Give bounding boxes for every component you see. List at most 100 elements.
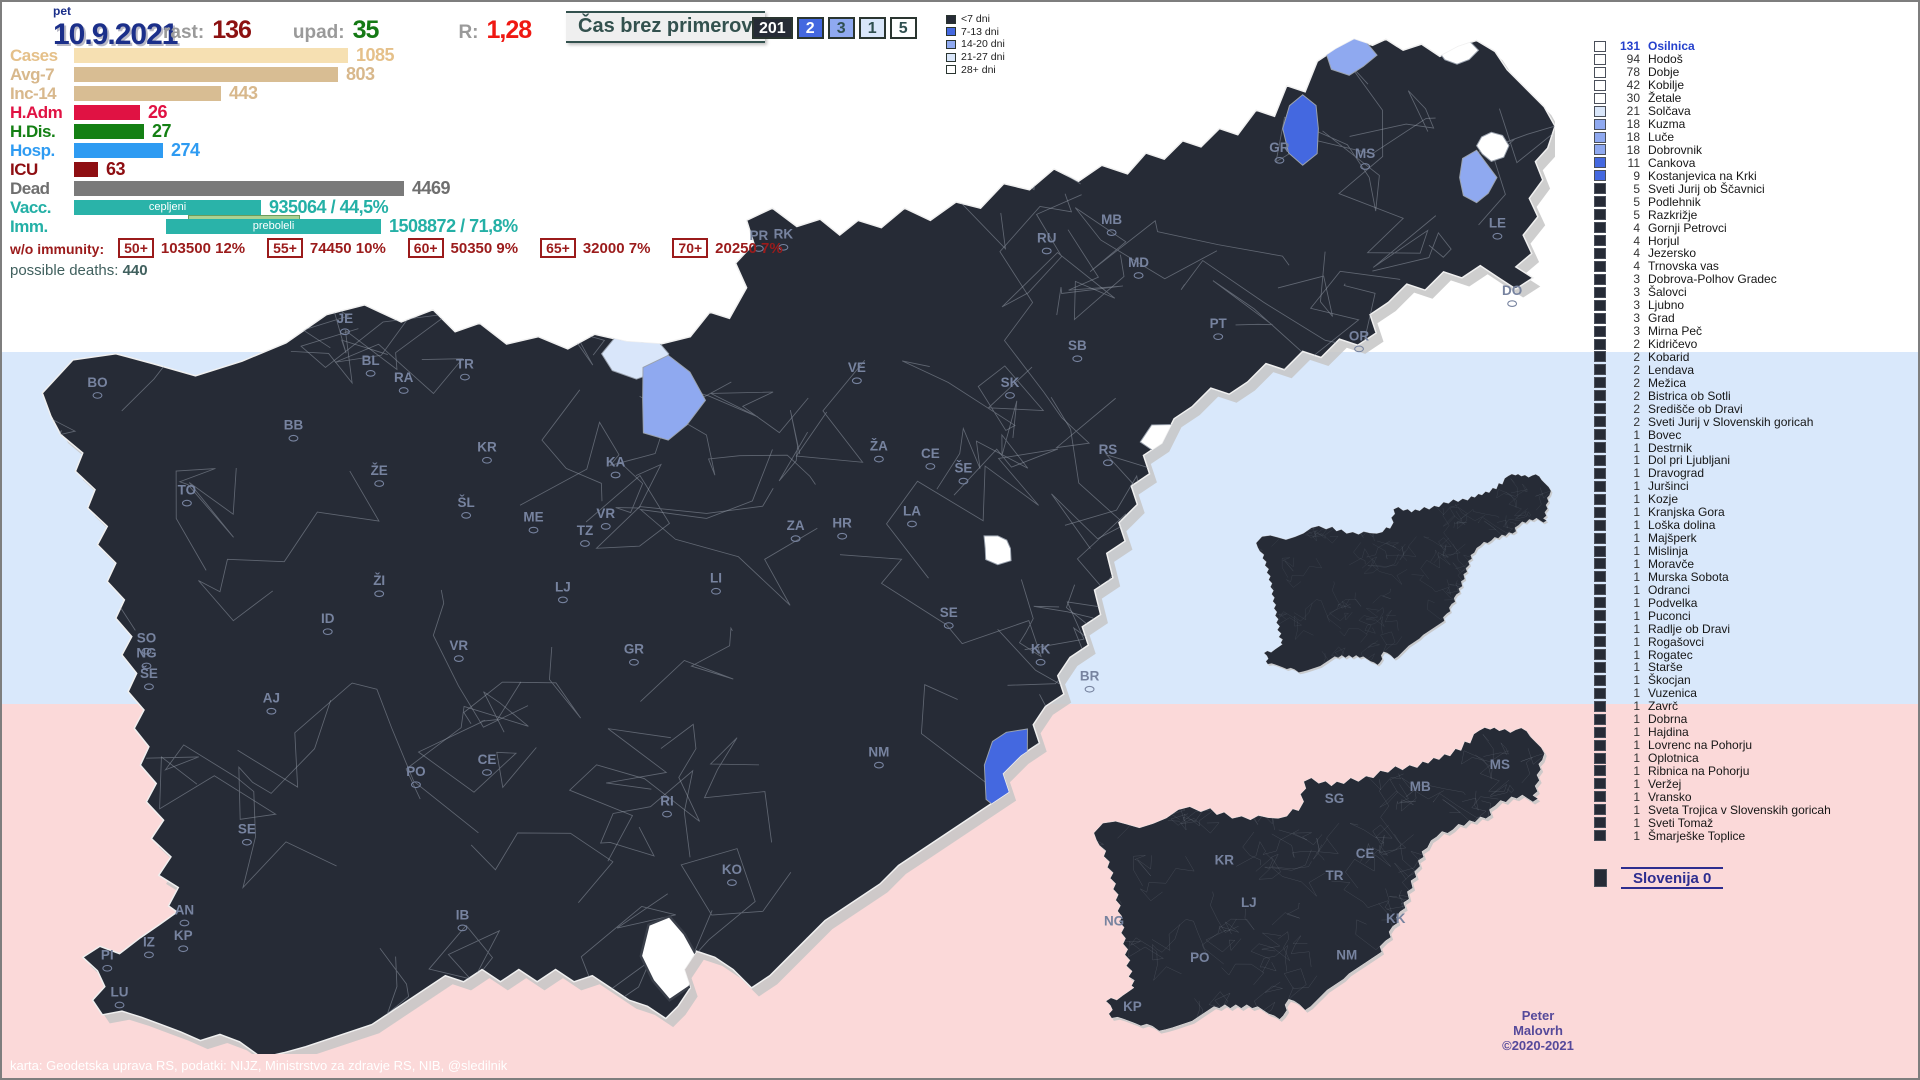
town-marker — [398, 387, 409, 394]
counter-box: 5 — [889, 17, 917, 39]
municipality-swatch — [1594, 739, 1606, 751]
municipality-name: Destrnik — [1648, 440, 1693, 455]
counter-box: 201 — [752, 17, 793, 39]
map-code-label: SE — [940, 605, 958, 620]
municipality-days-count: 1 — [1633, 802, 1640, 817]
map-code-label: KP — [174, 928, 193, 943]
map-code-label: LA — [903, 503, 921, 518]
map-code-label: MB — [1410, 779, 1431, 794]
town-marker — [179, 919, 190, 927]
municipality-row: 1 Rogatec — [1594, 647, 1831, 662]
legend-label: <7 dni — [961, 13, 990, 26]
map-code-label: PT — [1210, 316, 1228, 331]
municipality-name: Dobrova-Polhov Gradec — [1648, 272, 1777, 287]
municipality-days-count: 4 — [1633, 220, 1640, 235]
municipality-row: 21 Solčava — [1594, 104, 1831, 118]
municipality-name: Sveti Tomaž — [1648, 815, 1714, 830]
stat-bar — [74, 181, 404, 196]
town-marker — [1041, 247, 1052, 255]
map-code-label: ŠE — [140, 666, 158, 681]
stat-value: 935064 / 44,5% — [269, 197, 389, 217]
municipality-swatch — [1594, 454, 1606, 466]
stat-value: 63 — [106, 159, 126, 179]
municipality-days-count: 2 — [1633, 401, 1640, 416]
municipality-days-count: 1 — [1633, 776, 1640, 791]
map-code-label: ŽE — [371, 463, 388, 478]
town-marker — [141, 662, 152, 670]
map-code-label: IB — [456, 907, 470, 922]
credit-copyright: ©2020-2021 — [1502, 1038, 1574, 1053]
municipality-days-count: 2 — [1633, 388, 1640, 403]
town-marker — [178, 945, 189, 953]
municipality-row: 1 Škocjan — [1594, 673, 1831, 687]
municipality-name: Bistrica ob Sotli — [1648, 388, 1731, 403]
map-code-label: RK — [774, 227, 794, 242]
map-code-label: ME — [523, 510, 543, 525]
municipality-name: Kobilje — [1648, 78, 1685, 93]
legend-label: 7-13 dni — [961, 25, 999, 38]
upad-value: 35 — [352, 16, 380, 44]
page-title: Čas brez primerov — [566, 11, 765, 43]
town-marker — [1035, 658, 1046, 666]
municipality-swatch — [1594, 571, 1606, 583]
municipality-swatch — [1594, 597, 1606, 609]
municipality-swatch — [1594, 791, 1606, 803]
municipality-days-count: 1 — [1633, 466, 1640, 481]
municipality-row: 42 Kobilje — [1594, 78, 1831, 93]
municipality-days-count: 1 — [1633, 828, 1640, 843]
municipality-name: Vuzenica — [1648, 686, 1697, 701]
municipality-swatch — [1594, 687, 1606, 699]
stat-value: 274 — [171, 140, 200, 160]
municipality-swatch — [1594, 519, 1606, 531]
map-code-label: TR — [1326, 868, 1344, 883]
town-marker — [1492, 232, 1503, 240]
possible-deaths-label: possible deaths: — [10, 262, 119, 279]
municipality-name: Rogatec — [1648, 647, 1693, 662]
municipality-name: Središče ob Dravi — [1648, 401, 1743, 416]
town-marker — [1274, 157, 1285, 164]
municipality-swatch — [1594, 235, 1606, 247]
municipality-row: 3 Ljubno — [1594, 298, 1831, 312]
town-marker — [1360, 163, 1371, 170]
stat-label: Vacc. — [10, 197, 52, 217]
municipality-days-count: 5 — [1633, 181, 1640, 196]
age-group-badge: 70+ — [672, 238, 709, 258]
municipality-name: Veržej — [1648, 776, 1682, 791]
municipality-swatch — [1594, 442, 1606, 454]
municipality-swatch — [1594, 312, 1606, 324]
town-marker — [482, 769, 492, 776]
municipality-days-count: 2 — [1633, 414, 1640, 429]
municipality-days-count: 9 — [1633, 168, 1640, 183]
municipality-days-count: 131 — [1619, 39, 1640, 54]
stat-bar: preboleli — [166, 219, 381, 234]
stat-label: H.Adm — [10, 102, 63, 122]
municipality-swatch — [1594, 105, 1606, 117]
age-group-value: 74450 10% — [309, 240, 386, 257]
municipality-swatch — [1594, 247, 1606, 259]
stat-bar-inner-label: preboleli — [252, 220, 295, 232]
legend-swatch — [946, 14, 956, 24]
age-group-badge: 55+ — [267, 238, 303, 258]
municipality-name: Hajdina — [1648, 725, 1689, 740]
municipality-swatch — [1594, 778, 1606, 790]
map-code-label: AN — [175, 902, 194, 917]
immunity-row: w/o immunity: 50+ 103500 12% 55+ 74450 10% 6… — [10, 238, 805, 258]
municipality-name: Kozje — [1648, 492, 1679, 507]
map-code-label: SK — [1001, 375, 1020, 390]
map-code-label: ŽA — [870, 439, 888, 454]
municipality-row: 1 Veržej — [1594, 776, 1831, 791]
municipality-name: Lendava — [1648, 362, 1695, 377]
stat-row-hadm: H.Adm 26 — [10, 102, 518, 122]
municipality-days-count: 1 — [1633, 660, 1640, 675]
municipality-swatch — [1594, 66, 1606, 78]
map-code-label: LJ — [1241, 895, 1257, 910]
municipality-row: 1 Dol pri Ljubljani — [1594, 453, 1831, 467]
map-code-label: RS — [1099, 442, 1118, 457]
map-code-label: VR — [449, 638, 468, 653]
municipality-row: 2 Kobarid — [1594, 350, 1831, 364]
municipality-days-count: 18 — [1626, 117, 1640, 132]
map-patch — [1476, 131, 1510, 162]
map-code-label: GR — [624, 642, 644, 657]
municipality-name: Osilnica — [1648, 39, 1695, 54]
